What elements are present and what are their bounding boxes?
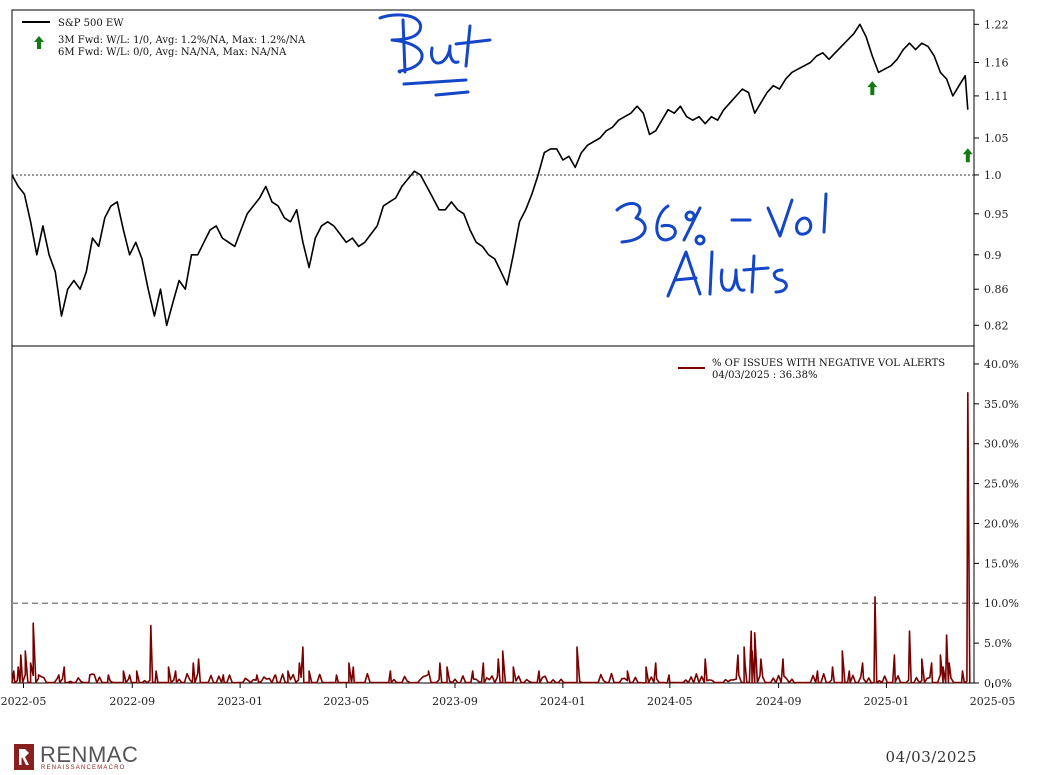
bottom-y-tick-label: 0.0% — [984, 677, 1012, 690]
bottom-y-tick-label: 30.0% — [984, 438, 1019, 451]
up-arrow-marker-icon — [962, 148, 973, 163]
bottom-y-tick-label: 20.0% — [984, 517, 1019, 530]
footer-date: 04/03/2025 — [885, 748, 977, 766]
bottom-y-axis: 40.0% 35.0% 30.0% 25.0% 20.0% 15.0% 10.0% 5.0% 0… — [974, 358, 1019, 690]
bottom-legend-latest: 04/03/2025 : 36.38% — [712, 370, 818, 381]
bottom-y-tick-label: 40.0% — [984, 358, 1019, 371]
x-tick-label: 2023-09 — [432, 695, 478, 708]
logo-text: RENMAC — [40, 742, 139, 767]
top-panel: 1.22 1.16 1.11 1.05 1.0 0.95 0.9 0.86 0.82 S&P 5… — [11, 9, 1009, 347]
bottom-y-tick-label: 25.0% — [984, 478, 1019, 491]
bottom-y-tick-label: 5.0% — [984, 637, 1012, 650]
renmac-logo: RENMAC RENAISSANCEMACRO — [14, 742, 154, 774]
handwriting-alrts — [666, 250, 788, 298]
bottom-y-tick-label: 35.0% — [984, 398, 1019, 411]
top-y-tick-label: 1.05 — [984, 132, 1009, 145]
top-panel-frame — [11, 9, 975, 347]
top-y-tick-label: 0.9 — [984, 249, 1002, 262]
top-y-tick-label: 0.82 — [984, 319, 1009, 332]
x-tick-label: 2024-05 — [647, 695, 693, 708]
bottom-legend-series-name: % OF ISSUES WITH NEGATIVE VOL ALERTS — [712, 358, 945, 369]
x-tick-label: 2023-01 — [217, 695, 263, 708]
x-tick-label: 2024-09 — [756, 695, 802, 708]
top-y-tick-label: 1.0 — [984, 169, 1002, 182]
x-tick-label: 2022-09 — [109, 695, 155, 708]
bottom-panel-frame — [11, 345, 975, 684]
bottom-y-tick-label: 10.0% — [984, 597, 1019, 610]
x-tick-label: 2023-05 — [323, 695, 369, 708]
x-tick-label: 2025-05 — [970, 695, 1016, 708]
x-tick-label: 2025-01 — [864, 695, 910, 708]
top-y-tick-label: 1.22 — [984, 18, 1009, 31]
bottom-panel: 40.0% 35.0% 30.0% 25.0% 20.0% 15.0% 10.0% 5.0% 0… — [1, 345, 1019, 708]
top-y-tick-label: 1.16 — [984, 57, 1009, 70]
handwriting-underline-1 — [402, 78, 468, 86]
handwriting-36-vol — [615, 192, 828, 246]
top-y-axis: 1.22 1.16 1.11 1.05 1.0 0.95 0.9 0.86 0.82 — [974, 18, 1009, 332]
bottom-legend: % OF ISSUES WITH NEGATIVE VOL ALERTS 04/… — [678, 358, 945, 381]
top-legend: S&P 500 EW 3M Fwd: W/L: 1/0, Avg: 1.2%/N… — [22, 18, 306, 58]
top-markers — [867, 81, 973, 163]
renmac-logo-icon — [14, 744, 34, 770]
up-arrow-marker-icon — [867, 81, 878, 96]
x-axis: 2022-05 2022-09 2023-01 2023-05 2023-09 2024-… — [1, 683, 1016, 708]
handwritten-annotations — [378, 13, 828, 298]
top-y-tick-label: 1.11 — [984, 90, 1009, 103]
top-y-tick-label: 0.86 — [984, 283, 1009, 296]
handwriting-underline-2 — [434, 90, 470, 97]
handwriting-but — [378, 13, 492, 74]
logo-subtext: RENAISSANCEMACRO — [41, 765, 126, 771]
vol-alerts-series-line — [11, 392, 971, 684]
x-tick-label: 2024-01 — [540, 695, 586, 708]
top-legend-line2: 6M Fwd: W/L: 0/0, Avg: NA/NA, Max: NA/NA — [58, 47, 287, 58]
sp500-ew-series-line — [11, 23, 969, 327]
x-tick-label: 2022-05 — [1, 695, 47, 708]
bottom-y-tick-label: 15.0% — [984, 557, 1019, 570]
top-legend-series-name: S&P 500 EW — [58, 18, 124, 29]
top-legend-arrow-icon — [34, 36, 44, 49]
top-y-tick-label: 0.95 — [984, 208, 1009, 221]
top-legend-line1: 3M Fwd: W/L: 1/0, Avg: 1.2%/NA, Max: 1.2… — [58, 35, 306, 46]
